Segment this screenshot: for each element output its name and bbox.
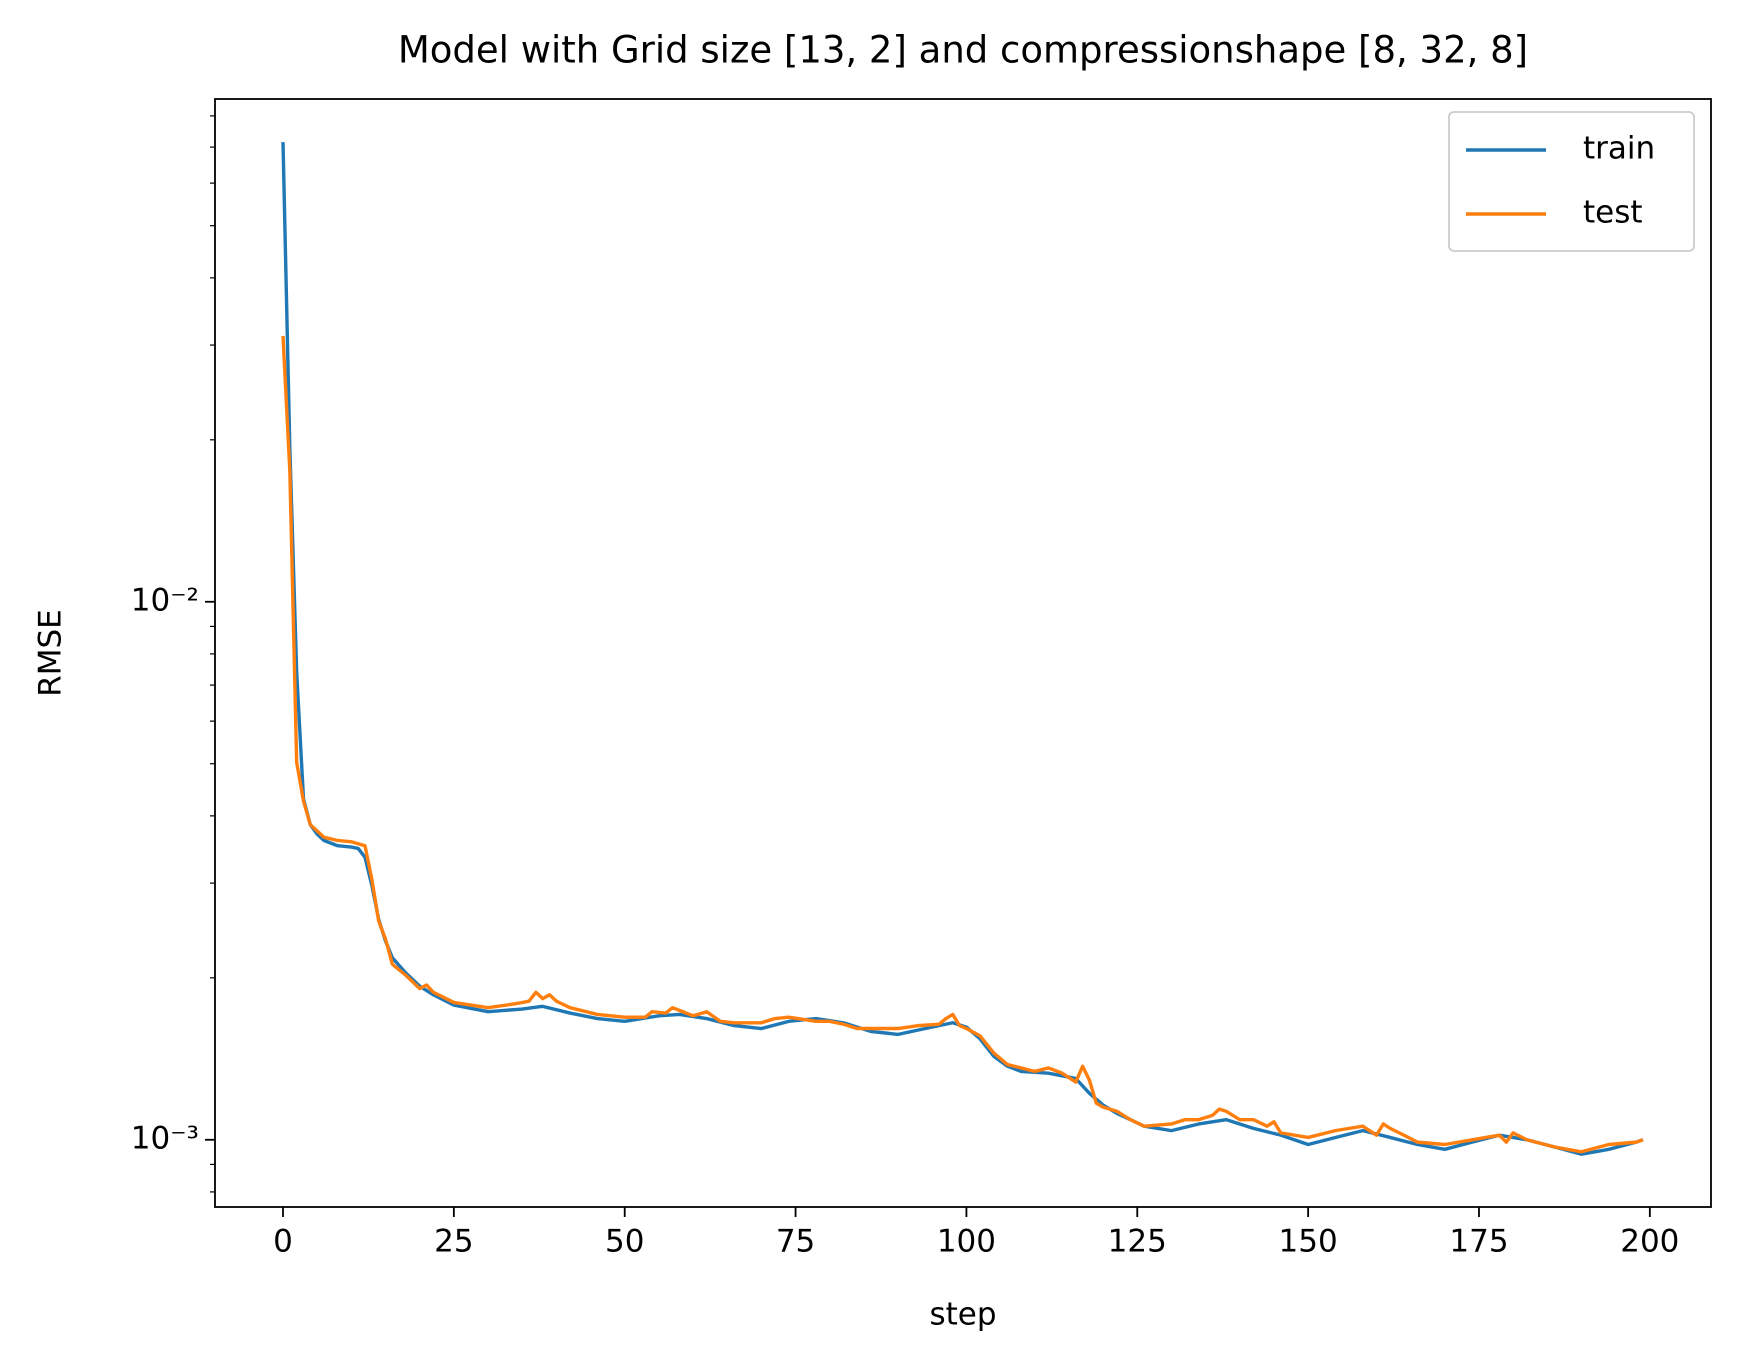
x-tick-label: 125 [1108,1224,1167,1260]
chart-title: Model with Grid size [13, 2] and compres… [398,29,1528,72]
plot-area: 0 25 50 75 100 125 150 175 200 10⁻³ 10⁻² train test [131,98,1712,1260]
legend-label: train [1583,131,1655,167]
x-tick-label: 175 [1449,1224,1508,1260]
x-tick-label: 150 [1279,1224,1338,1260]
x-tick-label: 200 [1620,1224,1679,1260]
x-tick-label: 100 [937,1224,996,1260]
x-tick-label: 25 [434,1224,473,1260]
y-tick-label: 10⁻² [131,582,199,618]
legend-box [1448,111,1695,252]
data-line [281,335,1644,1154]
x-tick-label: 50 [605,1224,644,1260]
y-axis-label: RMSE [33,609,69,697]
legend-label: test [1583,195,1643,231]
x-axis-label: step [929,1297,996,1333]
axes-frame [214,98,1712,1208]
x-tick-label: 75 [776,1224,815,1260]
x-tick-label: 0 [273,1224,293,1260]
y-tick-label: 10⁻³ [131,1120,199,1156]
